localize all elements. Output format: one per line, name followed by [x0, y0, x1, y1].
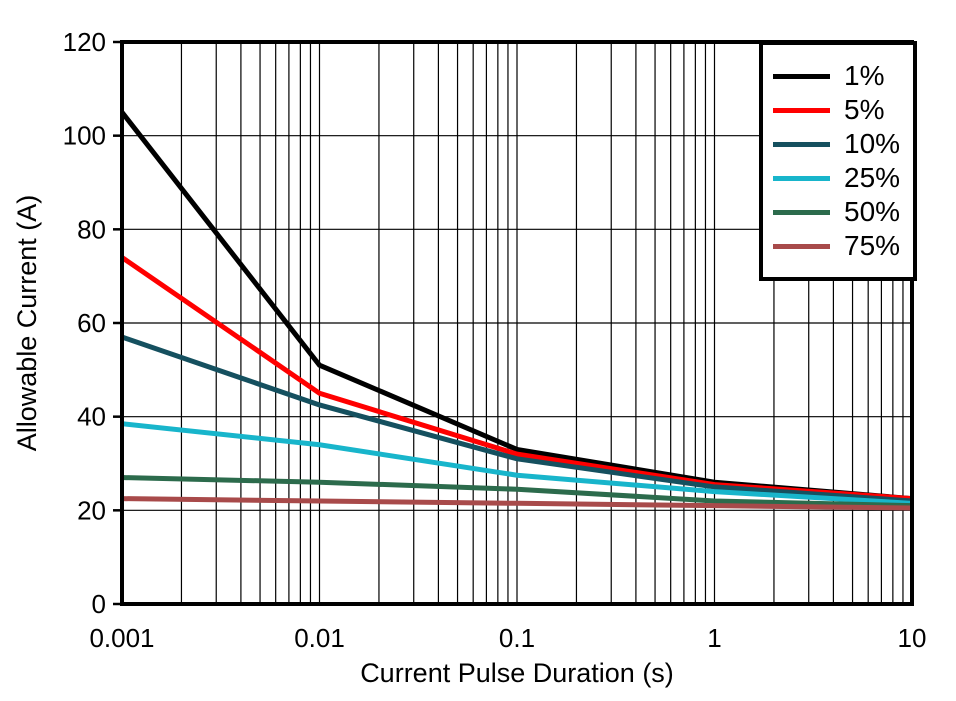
series-line-10% — [121, 334, 913, 504]
legend-swatch-75pct-icon — [773, 243, 830, 249]
x-tick-label: 0.001 — [89, 623, 154, 653]
legend-swatch-10pct-icon — [773, 141, 830, 147]
legend-item-75pct: 75% — [773, 229, 913, 263]
legend-label-25pct: 25% — [844, 162, 901, 193]
legend-label-10pct: 10% — [844, 128, 901, 159]
series-line-50% — [121, 475, 913, 509]
series-line-25% — [121, 421, 913, 506]
plot-border — [120, 40, 914, 606]
x-axis-title: Current Pulse Duration (s) — [360, 658, 674, 688]
y-tick-label: 0 — [92, 589, 106, 619]
y-axis-title: Allowable Current (A) — [12, 195, 42, 452]
legend: 1% 5% 10% 25% 50% 75% — [759, 41, 917, 281]
y-tick-label: 120 — [63, 27, 106, 57]
y-tick-label: 20 — [77, 495, 106, 525]
y-tick-label: 40 — [77, 402, 106, 432]
legend-label-75pct: 75% — [844, 230, 901, 261]
y-tick-label: 80 — [77, 214, 106, 244]
legend-item-25pct: 25% — [773, 161, 913, 195]
y-tick-label: 100 — [63, 121, 106, 151]
series-line-75% — [121, 496, 913, 511]
legend-label-1pct: 1% — [844, 60, 885, 91]
legend-swatch-25pct-icon — [773, 175, 830, 181]
legend-swatch-5pct-icon — [773, 107, 830, 113]
x-tick-label: 10 — [898, 623, 927, 653]
legend-item-5pct: 5% — [773, 93, 913, 127]
legend-swatch-1pct-icon — [773, 73, 830, 79]
legend-item-10pct: 10% — [773, 127, 913, 161]
x-tick-label: 1 — [707, 623, 721, 653]
legend-swatch-50pct-icon — [773, 209, 830, 215]
x-tick-label: 0.01 — [294, 623, 345, 653]
legend-label-5pct: 5% — [844, 94, 885, 125]
legend-item-1pct: 1% — [773, 59, 913, 93]
x-tick-label: 0.1 — [499, 623, 535, 653]
legend-label-50pct: 50% — [844, 196, 901, 227]
y-tick-label: 60 — [77, 308, 106, 338]
legend-item-50pct: 50% — [773, 195, 913, 229]
